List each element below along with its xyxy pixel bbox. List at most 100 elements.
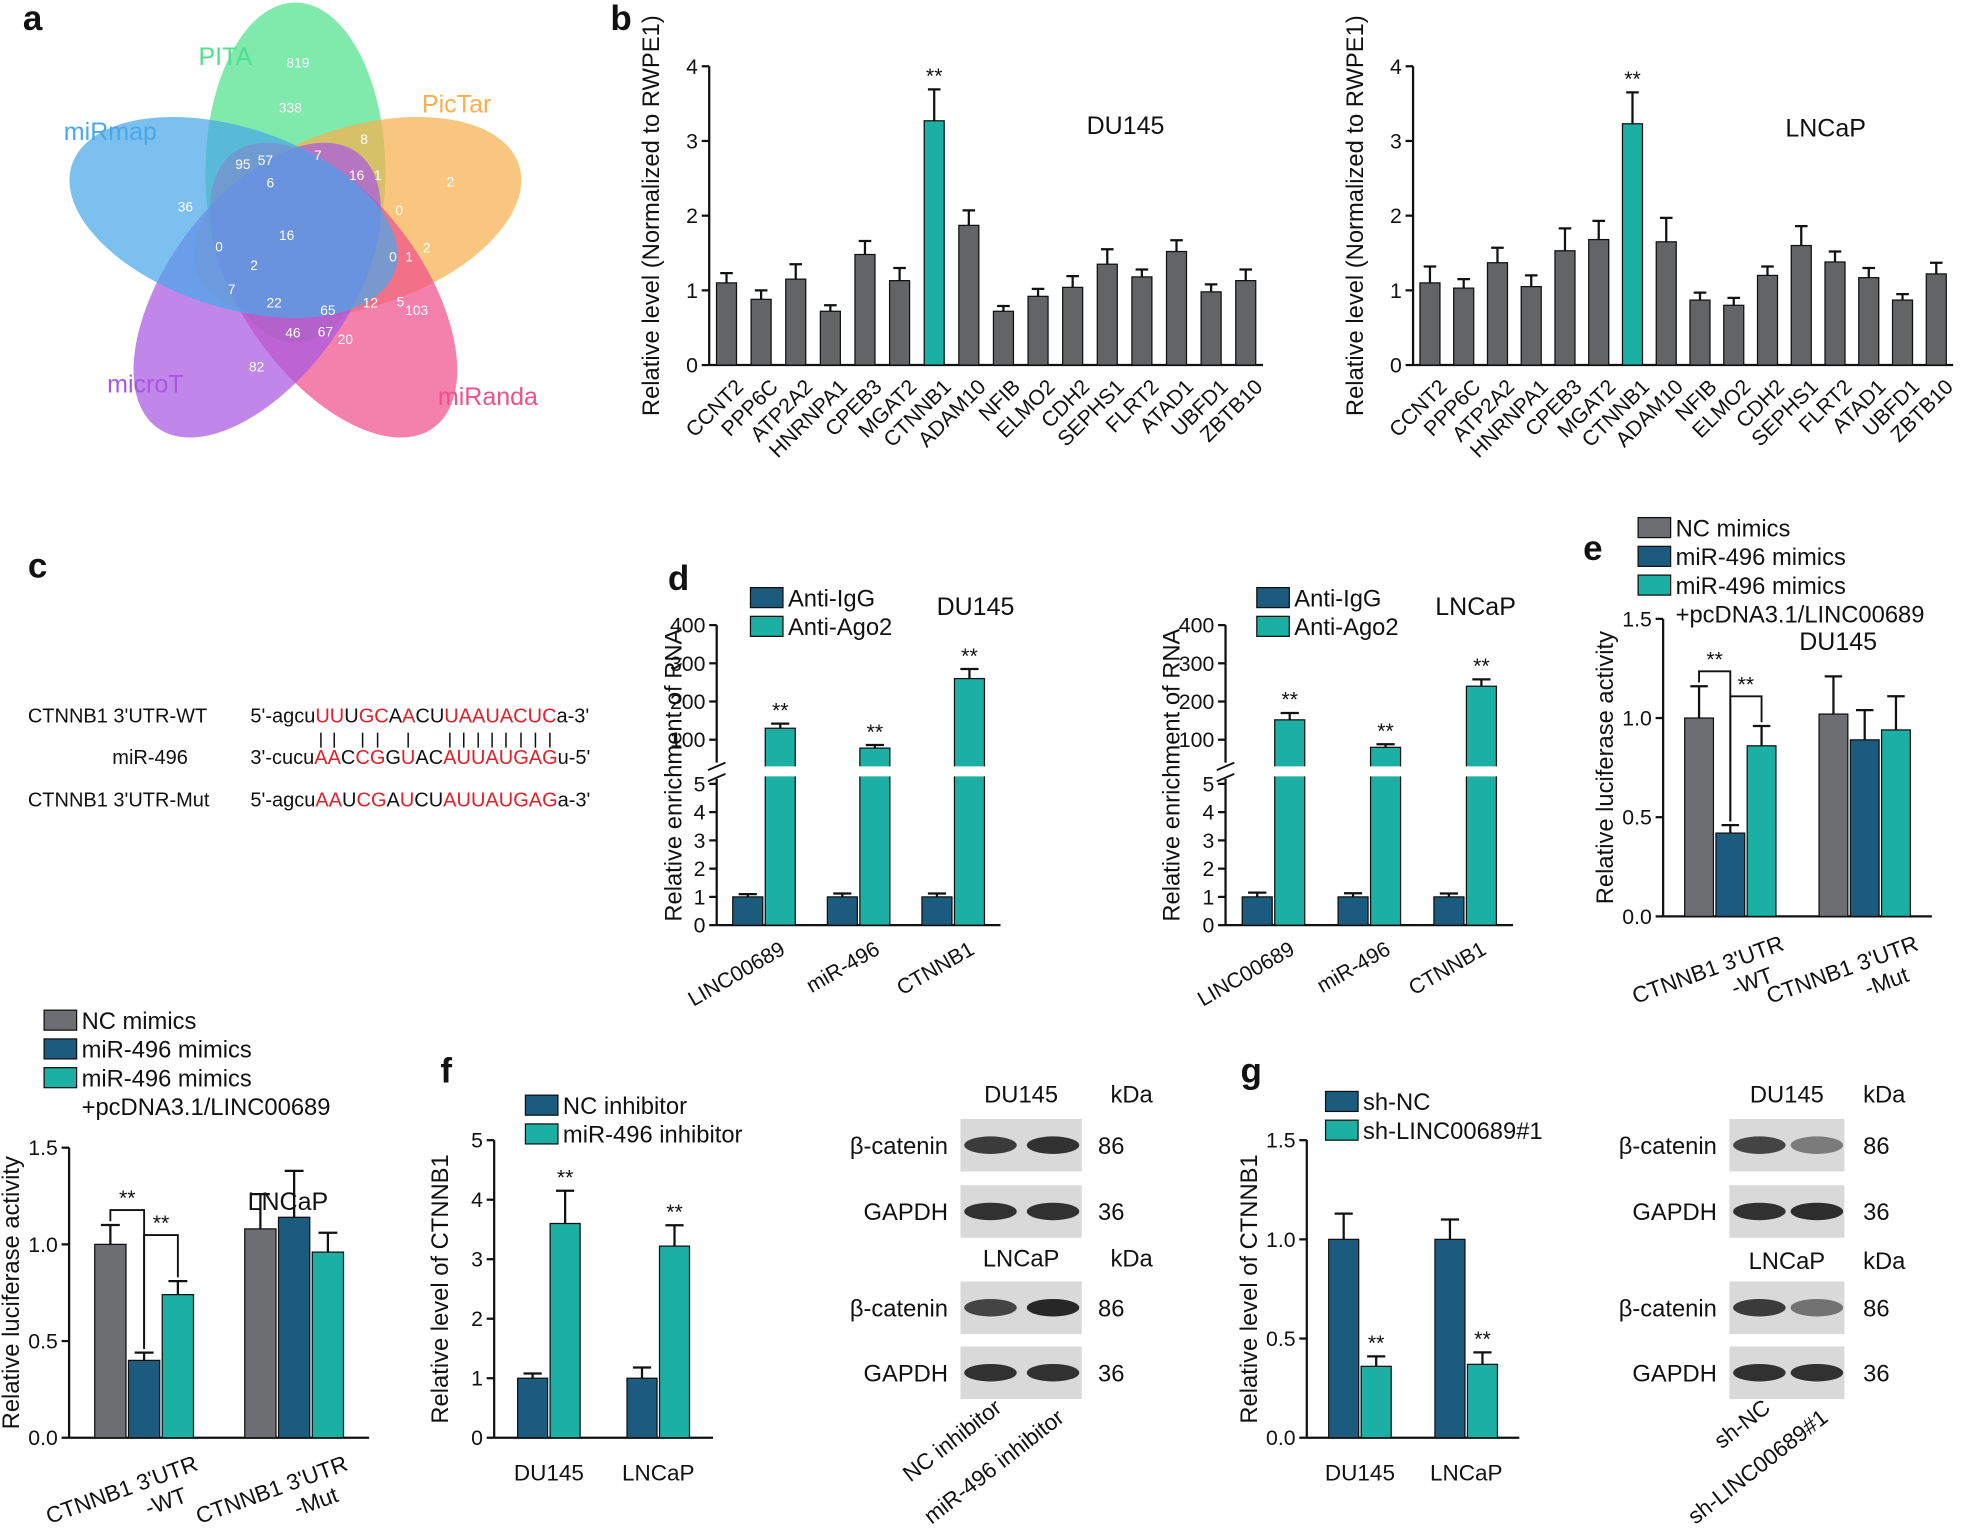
venn-count: 819 (286, 56, 309, 71)
y-tick-label: 5 (1202, 772, 1214, 796)
error-bar (1626, 91, 1639, 124)
venn-count: 7 (228, 282, 236, 297)
sequence-segment: CU (415, 706, 444, 728)
y-tick-label: 0.5 (1622, 806, 1652, 830)
error-bar (1100, 248, 1114, 265)
bar (1096, 263, 1118, 366)
error-bar (754, 289, 768, 300)
bar (1131, 276, 1153, 366)
bar (1818, 713, 1849, 918)
sequence-segment: GC (359, 706, 389, 728)
venn-count: 22 (266, 296, 281, 311)
venn-set-label: PicTar (422, 91, 491, 119)
blot-kda: 36 (1863, 1360, 1889, 1387)
y-tick-label: 400 (1179, 614, 1214, 638)
venn-count: 12 (363, 296, 378, 311)
y-tick-label: 0 (1202, 914, 1214, 938)
y-tick-label: 4 (686, 55, 698, 79)
bar (1241, 896, 1273, 926)
y-tick-label: 2 (1390, 204, 1402, 228)
error-bar (1659, 216, 1673, 242)
y-axis-label: Relative level of CTNNB1 (427, 1154, 454, 1423)
y-tick-label: 1 (1202, 885, 1214, 909)
y-tick-label: 0.0 (1266, 1426, 1296, 1450)
panel-label: g (1241, 1052, 1262, 1091)
error-bar (1367, 1355, 1386, 1367)
error-bar (1794, 224, 1808, 246)
venn-count: 8 (360, 132, 368, 147)
legend-label: Anti-Ago2 (1294, 614, 1398, 641)
x-tick-label-group: miR-496 (1313, 937, 1395, 998)
significance: ** (666, 1200, 683, 1224)
sequence-segment: a-3' (557, 706, 590, 728)
bar (1062, 286, 1084, 366)
y-tick-label: 1.5 (1266, 1129, 1296, 1153)
blot-band (964, 1298, 1017, 1317)
bar (732, 896, 764, 926)
error-bar (789, 263, 803, 280)
y-tick-label: 4 (471, 1188, 483, 1212)
blot-title: LNCaP (983, 1245, 1060, 1272)
y-tick-label: 3 (1202, 829, 1214, 853)
bar (785, 278, 807, 366)
legend-label: Anti-Ago2 (788, 614, 892, 641)
error-bar (100, 1223, 120, 1245)
venn-count: 2 (423, 241, 431, 256)
blot-band (1790, 1136, 1844, 1154)
error-bar (927, 892, 947, 897)
legend-label: miR-496 mimics (1676, 573, 1846, 600)
error-bar (1457, 278, 1471, 289)
blot-kda: 36 (1098, 1360, 1124, 1387)
error-bar (1343, 892, 1363, 897)
y-tick-label: 1 (1390, 279, 1402, 303)
error-bar (1280, 711, 1299, 720)
sequence-segment: U (342, 789, 356, 811)
legend-swatch (1256, 615, 1290, 637)
y-tick-label: 100 (1179, 728, 1214, 752)
error-bar (665, 1224, 684, 1247)
sequence-segment: CU (414, 789, 443, 811)
blot-band (1026, 1202, 1080, 1221)
x-tick-label-group: DU145 (514, 1460, 584, 1485)
bar (1880, 729, 1911, 918)
sequence-segment: u-5' (558, 747, 591, 769)
venn-count: 20 (338, 332, 354, 347)
significance: ** (1474, 1327, 1491, 1351)
y-tick-label: 3 (686, 129, 698, 153)
cell-label: LNCaP (248, 1188, 329, 1216)
bar (923, 120, 945, 366)
venn-count: 5 (397, 294, 405, 309)
bar (1684, 717, 1715, 918)
blot-row-label: GAPDH (864, 1360, 948, 1387)
venn-set-label: microT (107, 371, 183, 399)
error-bar (1855, 708, 1874, 740)
significance: ** (1624, 67, 1641, 91)
error-bar (1204, 283, 1218, 292)
blot-title: DU145 (1750, 1082, 1824, 1109)
sequence-segment: AUUAUGAG (443, 789, 557, 811)
legend-label: miR-496 inhibitor (563, 1122, 743, 1149)
significance: ** (772, 698, 789, 722)
blot-band (1790, 1298, 1844, 1317)
error-bar (720, 272, 733, 283)
bar (1274, 719, 1306, 926)
bar (992, 310, 1015, 366)
comparison-label: ** (1706, 647, 1723, 671)
sequence-segment: AC (415, 747, 443, 769)
blot-kda: 86 (1863, 1295, 1889, 1322)
blot-band (964, 1202, 1017, 1221)
bar (953, 677, 986, 926)
venn-count: 2 (447, 174, 455, 189)
significance: ** (557, 1166, 574, 1190)
error-bar (1761, 265, 1774, 276)
legend-swatch (749, 615, 784, 637)
blot-band (1733, 1298, 1786, 1317)
y-tick-label: 1.0 (1266, 1228, 1296, 1252)
y-tick-label: 0 (471, 1426, 483, 1450)
x-tick-label: CTNNB1 (1405, 937, 1491, 1000)
legend-label: +pcDNA3.1/LINC00689 (82, 1094, 331, 1121)
sequence: 3'-cucuAACCGGUACAUUAUGAGu-5' (250, 747, 590, 769)
blot-band (1733, 1202, 1786, 1221)
error-bar (632, 1366, 652, 1379)
